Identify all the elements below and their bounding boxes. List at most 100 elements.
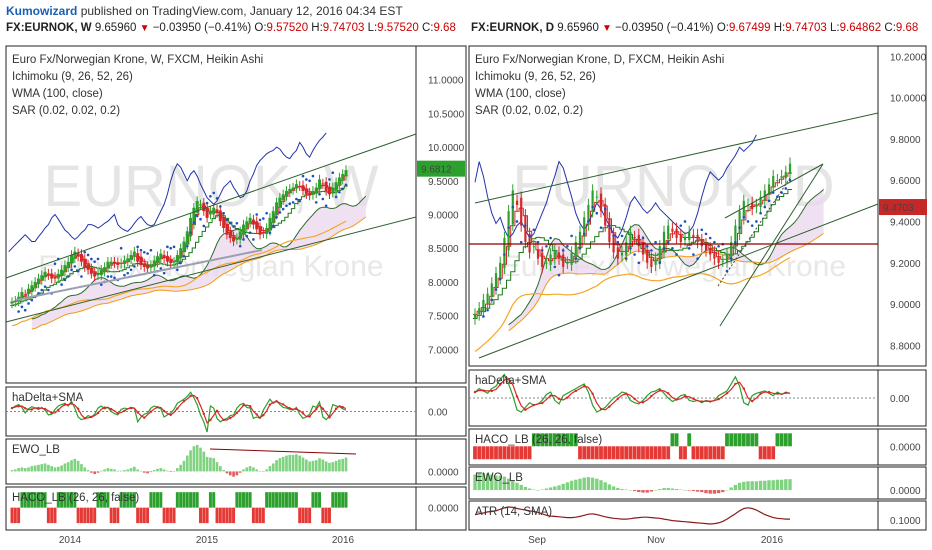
weekly-main-sar-dot (169, 246, 173, 250)
weekly-main-candle-body (331, 187, 335, 193)
low-value: 9.64862 (839, 22, 882, 34)
weekly-hadelta-signal-dot (110, 408, 113, 411)
daily-ewo-ewo-bar (712, 490, 717, 494)
daily-main-sar-dot (633, 253, 636, 256)
daily-main-sar-dot (574, 257, 578, 260)
weekly-main-candle-body (126, 258, 130, 262)
daily-ewo-ewo-bar (490, 474, 494, 491)
weekly-haco-haco-bar (334, 492, 338, 508)
weekly-main-sar-dot (30, 298, 34, 302)
weekly-ewo-ewo-bar (99, 470, 103, 472)
weekly-main-candle-body (50, 273, 54, 279)
daily-main-sar-dot (704, 232, 708, 236)
author-link[interactable]: Kumowizard (6, 4, 78, 18)
weekly-main-candle-body (215, 209, 219, 214)
weekly-ewo-ewo-bar (338, 459, 341, 472)
daily-ewo-ewo-bar (519, 484, 523, 491)
daily-main-candle-body (776, 180, 779, 182)
daily-main-candle-body (688, 231, 691, 241)
weekly-main-candle-body (30, 285, 34, 293)
daily-pane-2-border (468, 428, 927, 466)
weekly-ewo-ewo-bar (156, 468, 159, 472)
weekly-main-sar-dot (248, 231, 252, 234)
daily-main-sar-dot (645, 244, 649, 248)
weekly-hadelta-signal-dot (116, 412, 120, 415)
weekly-hadelta-signal-dot (37, 406, 40, 410)
weekly-haco-haco-bar (222, 507, 226, 524)
weekly-hadelta-signal-dot (169, 413, 172, 417)
daily-hadelta-signal-dot (482, 389, 485, 392)
daily-haco-haco-bar (624, 446, 629, 460)
weekly-main-candle-body (179, 248, 183, 259)
weekly-main-sar-dot (255, 213, 259, 216)
daily-main-sar-dot (507, 226, 510, 229)
weekly-main-sar-dot (281, 207, 285, 211)
daily-ewo-ewo-bar (645, 490, 649, 493)
daily-upper-channel-line (474, 112, 879, 204)
weekly-main-candle-body (129, 254, 133, 260)
weekly-ewo-ewo-bar (238, 471, 242, 473)
weekly-main-candle-body (142, 263, 146, 268)
weekly-ewo-ewo-bar (83, 467, 87, 472)
weekly-x-tick-label: 2014 (59, 535, 82, 546)
weekly-hadelta-signal-dot (90, 415, 93, 419)
weekly-pane-2-border (5, 438, 467, 485)
daily-ewo-ewo-bar (700, 490, 704, 493)
daily-haco-haco-bar (670, 433, 675, 447)
weekly-main-candle-body (103, 267, 107, 272)
daily-main-sar-dot (578, 247, 582, 250)
weekly-main-candle-body (202, 202, 206, 212)
daily-haco-haco-bar (775, 433, 780, 447)
weekly-main-candle-body (271, 211, 275, 223)
weekly-ewo-ewo-bar (265, 469, 268, 472)
weekly-main-sar-dot (328, 178, 331, 181)
weekly-haco-haco-bar (195, 492, 199, 508)
weekly-main-y-tick-label: 9.5000 (428, 177, 459, 188)
ticker-symbol[interactable]: FX:EURNOK, D (471, 22, 555, 34)
weekly-main-sar-dot (106, 275, 110, 278)
daily-main-candle-body (755, 204, 758, 208)
daily-main-sar-dot (671, 247, 674, 250)
ticker-symbol[interactable]: FX:EURNOK, W (6, 22, 92, 34)
weekly-main-sar-dot (182, 254, 186, 258)
daily-haco-haco-bar (636, 446, 641, 460)
weekly-haco-haco-bar (106, 492, 110, 508)
daily-ewo-ewo-bar (658, 489, 662, 491)
daily-main-sar-dot (729, 257, 733, 260)
weekly-haco-haco-bar (156, 492, 159, 508)
last-price: 9.65960 (557, 22, 599, 34)
daily-main-sar-dot (603, 207, 607, 211)
weekly-haco-haco-bar (129, 492, 133, 508)
weekly-hadelta-signal-dot (149, 410, 153, 413)
daily-hadelta-signal-dot (557, 397, 561, 400)
weekly-hadelta-signal-dot (123, 409, 126, 413)
weekly-haco-haco-bar (23, 492, 27, 508)
close-value: 9.68 (895, 22, 919, 34)
daily-hadelta-signal-dot (734, 382, 737, 386)
daily-ewo-ewo-bar (788, 479, 792, 491)
daily-main-candle-body (767, 184, 771, 194)
daily-main-sar-dot (650, 249, 653, 252)
daily-hadelta-signal-dot (599, 407, 603, 411)
daily-main-y-tick-label: 10.0000 (890, 94, 927, 105)
weekly-main-sar-dot (265, 211, 268, 215)
daily-ewo-ewo-bar (536, 490, 540, 491)
daily-haco-haco-bar (746, 433, 750, 447)
daily-haco-haco-bar (754, 433, 759, 447)
weekly-main-candle-body (76, 253, 80, 257)
daily-main-candle-body (654, 258, 657, 265)
weekly-main-sar-dot (139, 248, 143, 252)
weekly-main-sar-dot (338, 190, 341, 194)
weekly-hadelta-signal-dot (341, 405, 344, 409)
weekly-ewo-ewo-bar (63, 463, 67, 472)
weekly-ewo-ewo-bar (262, 471, 265, 472)
weekly-main-candle-body (86, 264, 90, 270)
weekly-main-y-tick-label: 10.5000 (428, 109, 465, 120)
weekly-main-sar-dot (159, 267, 163, 270)
weekly-main-candle-body (298, 185, 302, 187)
weekly-ewo-ewo-bar (185, 455, 189, 472)
daily-main-candle-body (679, 234, 682, 243)
weekly-haco-haco-bar (86, 507, 90, 524)
weekly-haco-haco-bar (179, 492, 183, 508)
